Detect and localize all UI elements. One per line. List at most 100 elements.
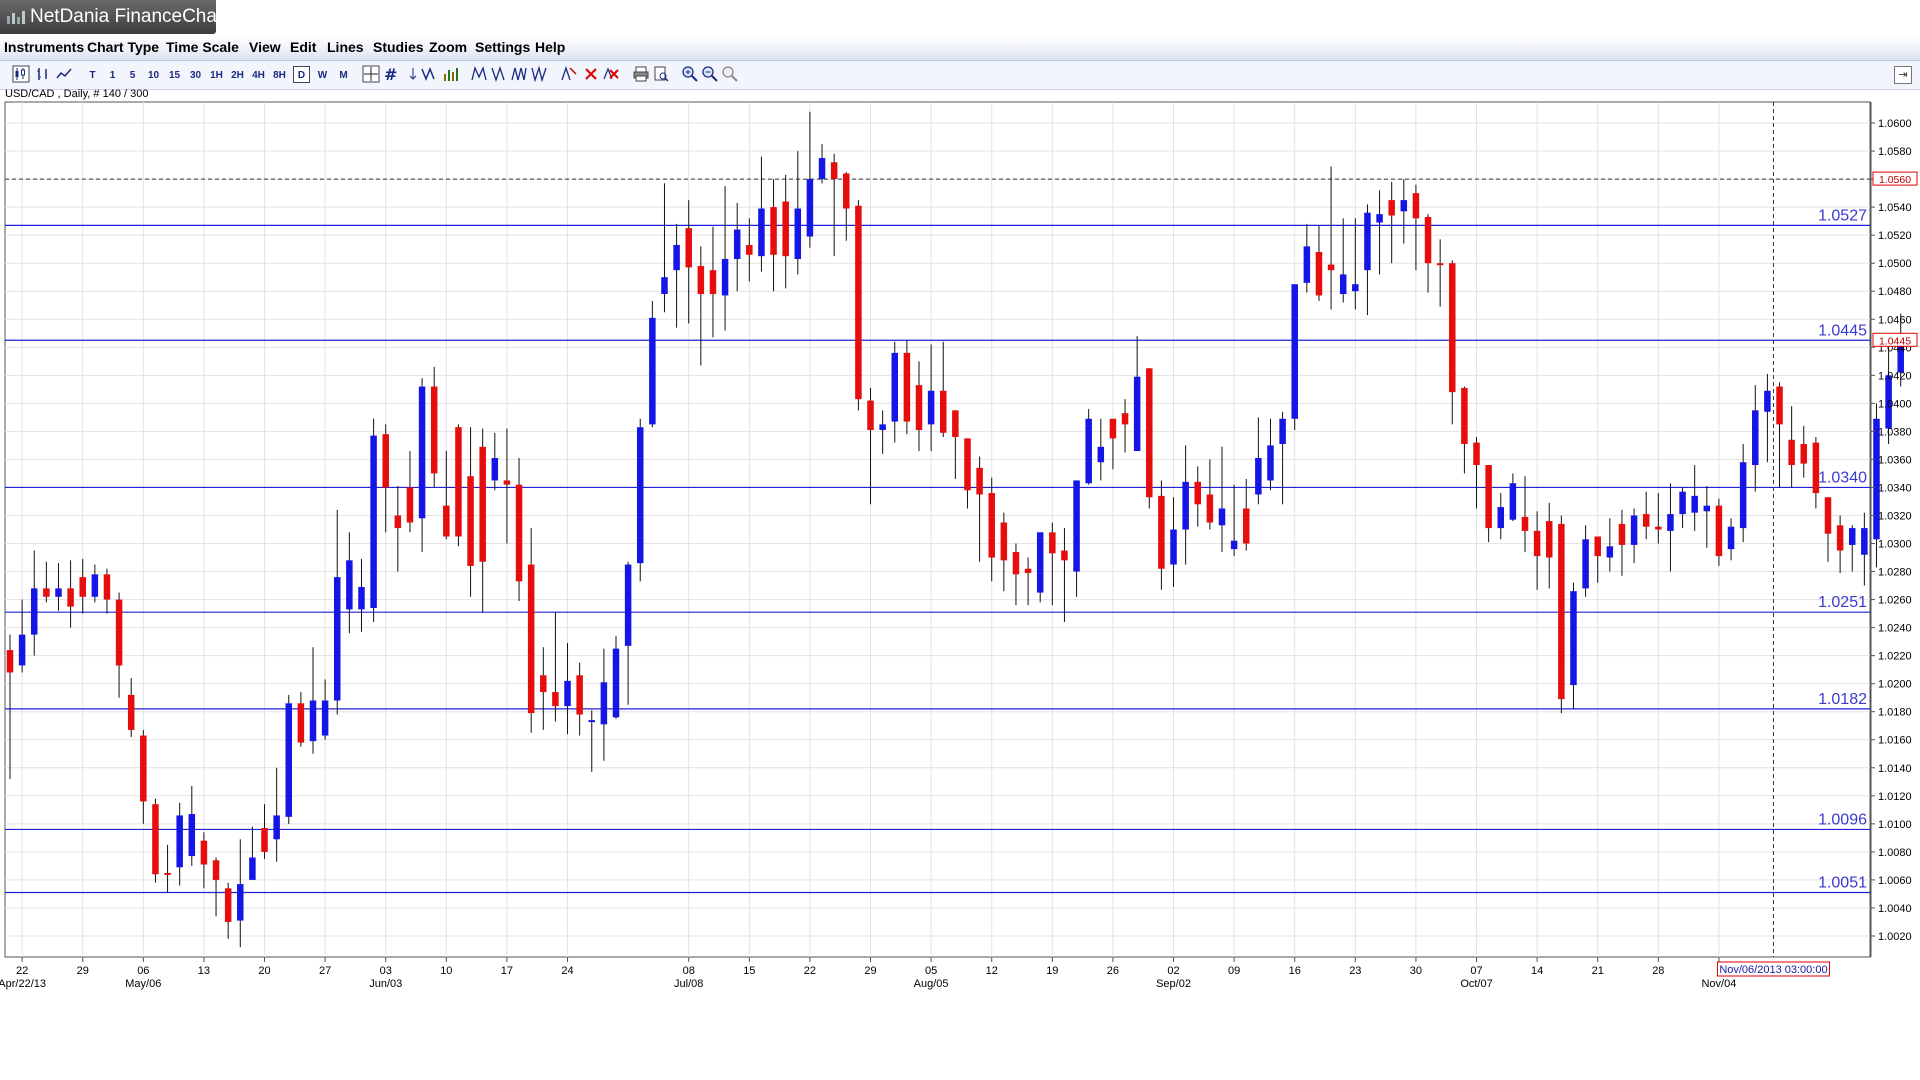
candle-up xyxy=(1873,418,1880,540)
app-title: NetDania FinanceChart xyxy=(30,6,229,27)
y-tick-label: 1.0060 xyxy=(1878,875,1912,887)
candle-down xyxy=(1558,523,1565,700)
bar-chart-icon[interactable] xyxy=(34,65,52,83)
x-tick-label: 13 xyxy=(198,965,210,977)
timescale-8h-button[interactable]: 8H xyxy=(273,70,286,81)
timescale-2h-button[interactable]: 2H xyxy=(231,70,244,81)
x-month-label: Sep/02 xyxy=(1156,978,1191,990)
candle-up xyxy=(273,815,280,840)
candle-down xyxy=(6,650,14,673)
candle-up xyxy=(673,244,680,271)
candle-up xyxy=(1885,375,1892,429)
delete-line-icon[interactable] xyxy=(582,65,600,83)
candle-up xyxy=(588,720,596,723)
candle-down xyxy=(1473,442,1480,466)
x-tick-label: 22 xyxy=(16,965,28,977)
candle-down xyxy=(479,446,486,562)
y-tick-label: 1.0300 xyxy=(1878,539,1912,551)
candle-up xyxy=(370,435,377,608)
timescale-tick-button[interactable]: T xyxy=(89,70,96,81)
menu-bar: Instruments Chart Type Time Scale View E… xyxy=(0,37,1920,61)
scale-arrow-icon[interactable] xyxy=(404,65,422,83)
draw-trend-icon[interactable] xyxy=(490,65,508,83)
timescale-15m-button[interactable]: 15 xyxy=(168,70,181,81)
zoom-in-icon[interactable] xyxy=(681,65,699,83)
candle-up xyxy=(1897,334,1904,373)
print-preview-icon[interactable] xyxy=(652,65,670,83)
candle-down xyxy=(212,860,220,880)
candle-up xyxy=(661,277,668,295)
candle-down xyxy=(1109,418,1117,439)
candle-up xyxy=(758,208,765,257)
menu-settings[interactable]: Settings xyxy=(475,39,531,55)
candle-up xyxy=(188,814,196,857)
candle-up xyxy=(794,208,802,259)
menu-instruments[interactable]: Instruments xyxy=(4,39,85,55)
draw-channel-icon[interactable] xyxy=(510,65,528,83)
zoom-out-icon[interactable] xyxy=(701,65,719,83)
y-tick-label: 1.0240 xyxy=(1878,623,1912,635)
timescale-monthly-button[interactable]: M xyxy=(339,70,348,81)
timescale-30m-button[interactable]: 30 xyxy=(189,70,202,81)
x-tick-label: 29 xyxy=(864,965,876,977)
line-chart-icon[interactable] xyxy=(55,65,73,83)
grid-icon[interactable]: # xyxy=(382,65,400,83)
zoom-reset-icon[interactable] xyxy=(721,65,739,83)
draw-line-icon[interactable] xyxy=(470,65,488,83)
crosshair-icon[interactable] xyxy=(362,65,380,83)
candle-down xyxy=(952,410,959,437)
draw-marker-icon[interactable] xyxy=(560,65,578,83)
timescale-weekly-button[interactable]: W xyxy=(317,70,328,81)
level-label: 1.0182 xyxy=(1818,691,1867,708)
app-title-tab: NetDania FinanceChart xyxy=(0,0,229,34)
delete-all-icon[interactable] xyxy=(602,65,620,83)
pivot-icon[interactable] xyxy=(420,65,438,83)
candle-down xyxy=(1121,413,1129,425)
menu-chart-type[interactable]: Chart Type xyxy=(87,39,160,55)
draw-fibonacci-icon[interactable] xyxy=(530,65,548,83)
candle-down xyxy=(1000,522,1008,561)
candle-up xyxy=(1679,491,1686,515)
x-month-label: Aug/05 xyxy=(914,978,949,990)
menu-view[interactable]: View xyxy=(249,39,281,55)
volume-bars-icon[interactable] xyxy=(442,65,460,83)
timescale-1m-button[interactable]: 1 xyxy=(109,70,116,81)
x-tick-label: 30 xyxy=(1410,965,1422,977)
timescale-10m-button[interactable]: 10 xyxy=(147,70,160,81)
horizontal-levels: 1.0527 1.0445 1.0340 1.0251 1.0182 1.0096 1.00… xyxy=(5,207,1870,894)
candle-down xyxy=(261,828,268,852)
menu-edit[interactable]: Edit xyxy=(290,39,317,55)
timescale-daily-button[interactable]: D xyxy=(293,66,310,83)
menu-help[interactable]: Help xyxy=(535,39,566,55)
candle-up xyxy=(1570,591,1577,686)
menu-time-scale[interactable]: Time Scale xyxy=(166,39,239,55)
timescale-4h-button[interactable]: 4H xyxy=(252,70,265,81)
menu-studies[interactable]: Studies xyxy=(373,39,424,55)
timescale-5m-button[interactable]: 5 xyxy=(129,70,136,81)
candle-up xyxy=(309,700,317,742)
candle-up xyxy=(1218,508,1226,526)
candle-down xyxy=(224,888,232,922)
candle-down xyxy=(1049,532,1056,554)
candle-up xyxy=(818,158,826,180)
x-tick-label: 07 xyxy=(1470,965,1482,977)
menu-lines[interactable]: Lines xyxy=(327,39,364,55)
candle-down xyxy=(1824,497,1832,534)
panel-toggle-button[interactable]: ⇥ xyxy=(1894,66,1912,84)
candle-down xyxy=(1146,368,1153,498)
candle-up xyxy=(1861,528,1868,555)
timescale-1h-button[interactable]: 1H xyxy=(210,70,223,81)
candle-up xyxy=(1267,445,1274,481)
x-tick-label: 26 xyxy=(1107,965,1119,977)
toolbar: T 1 5 10 15 30 1H 2H 4H 8H D W M # xyxy=(0,61,1920,90)
candlestick-chart-icon[interactable] xyxy=(12,65,30,83)
menu-zoom[interactable]: Zoom xyxy=(429,39,468,55)
print-icon[interactable] xyxy=(632,65,650,83)
candle-down xyxy=(1642,514,1650,527)
candle-down xyxy=(855,205,862,400)
x-tick-label: 24 xyxy=(561,965,573,977)
candle-down xyxy=(67,588,74,607)
candle-down xyxy=(467,476,474,566)
candle-down xyxy=(697,265,705,295)
